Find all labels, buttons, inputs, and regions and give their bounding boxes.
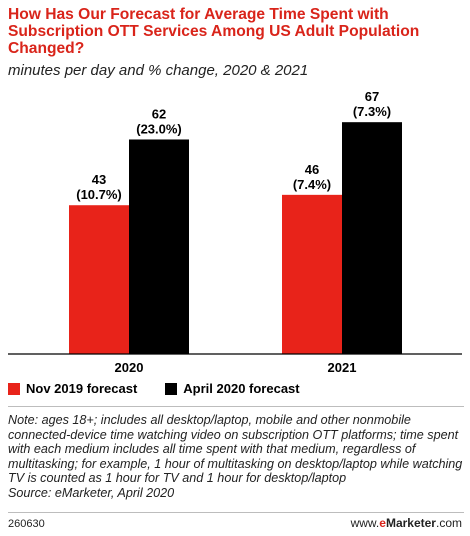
legend-swatch-black xyxy=(165,382,178,395)
data-label-value: 67 xyxy=(365,89,379,104)
bar-2020-s0 xyxy=(69,205,129,354)
data-label-change: (7.4%) xyxy=(293,177,331,192)
legend-swatch-red xyxy=(8,382,20,395)
data-label-value: 62 xyxy=(152,106,166,121)
source-text: Source: eMarketer, April 2020 xyxy=(8,485,175,500)
brand-prefix: www. xyxy=(350,516,380,530)
x-tick-label: 2020 xyxy=(115,360,144,375)
chart-note: Note: ages 18+; includes all desktop/lap… xyxy=(8,413,463,501)
bar-2021-s0 xyxy=(282,194,342,354)
emarketer-logo[interactable]: www.eMarketer.com xyxy=(351,516,462,530)
brand-e: e xyxy=(379,516,386,530)
x-tick-label: 2021 xyxy=(328,360,357,375)
legend-item-nov-2019: Nov 2019 forecast xyxy=(8,381,137,396)
brand-name: Marketer xyxy=(385,516,436,530)
data-label-value: 43 xyxy=(92,172,106,187)
data-label-change: (23.0%) xyxy=(136,121,182,136)
bar-2020-s1 xyxy=(129,139,189,354)
bar-2021-s1 xyxy=(342,122,402,355)
chart-id: 260630 xyxy=(8,518,45,530)
bar-chart: 43(10.7%) 62(23.0%) 2020 46(7.4%) 67(7.3%) 20… xyxy=(8,89,462,375)
data-label-value: 46 xyxy=(305,162,319,177)
chart-subtitle: minutes per day and % change, 2020 & 202… xyxy=(8,62,309,79)
divider-bottom xyxy=(8,512,464,513)
chart-title: How Has Our Forecast for Average Time Sp… xyxy=(8,6,420,57)
divider-top xyxy=(8,406,464,407)
data-label-change: (10.7%) xyxy=(76,187,122,202)
legend-label: Nov 2019 forecast xyxy=(26,381,138,396)
note-text: Note: ages 18+; includes all desktop/lap… xyxy=(8,413,463,486)
legend-item-april-2020: April 2020 forecast xyxy=(165,381,300,396)
legend: Nov 2019 forecast April 2020 forecast xyxy=(8,381,328,396)
data-label-change: (7.3%) xyxy=(353,104,391,119)
brand-suffix: .com xyxy=(435,516,462,530)
legend-label: April 2020 forecast xyxy=(183,381,300,396)
